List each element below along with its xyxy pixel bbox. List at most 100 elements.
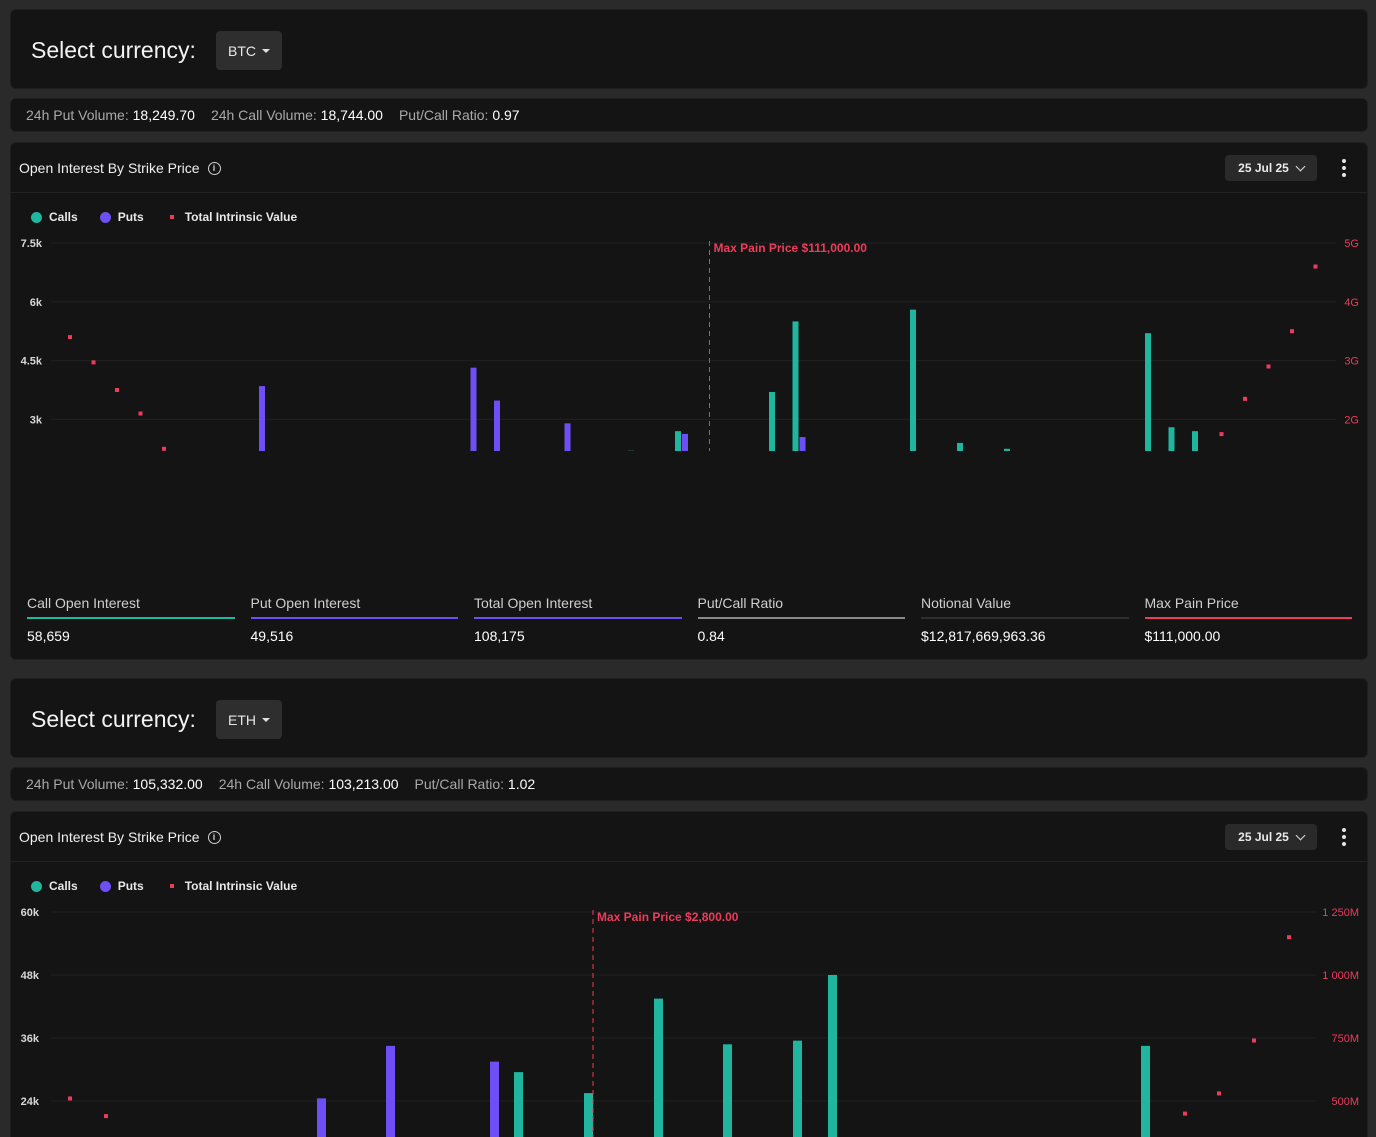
put-bar: [490, 1061, 499, 1137]
put-call-ratio-stat: Put/Call Ratio: 1.02: [414, 776, 536, 792]
intrinsic-point: [68, 335, 72, 340]
legend-intrinsic[interactable]: Total Intrinsic Value: [166, 879, 297, 893]
call-bar: [1141, 1045, 1150, 1137]
legend-puts[interactable]: Puts: [99, 210, 144, 224]
caret-down-icon: [262, 717, 270, 722]
chart-legend: Calls Puts Total Intrinsic Value: [31, 210, 297, 224]
currency-value: BTC: [228, 42, 256, 59]
put-volume-stat: 24h Put Volume: 105,332.00: [26, 776, 203, 792]
summary-label: Total Open Interest: [474, 595, 682, 619]
eth-oi-chart: 60k 48k 36k 24k 1 250M 1 000M 750M 500M Max Pain…: [21, 907, 1359, 1137]
y-tick-left: 4.5k: [21, 356, 43, 368]
put-bar: [470, 367, 477, 451]
call-volume-stat: 24h Call Volume: 103,213.00: [218, 776, 399, 792]
eth-stats-bar: 24h Put Volume: 105,332.00 24h Call Volu…: [10, 767, 1368, 801]
call-bar: [793, 1040, 802, 1137]
info-icon[interactable]: i: [207, 161, 221, 175]
btc-oi-chart: 01.5k3k4.5k6k7.5k01G2G3G4G5G300004000050…: [21, 238, 1359, 451]
expiry-date-value: 25 Jul 25: [1238, 830, 1289, 844]
intrinsic-point: [162, 446, 166, 451]
put-bar: [799, 437, 806, 451]
call-bar: [514, 1072, 523, 1137]
call-bar: [769, 391, 775, 451]
put-bar: [317, 1098, 326, 1137]
card-header: Open Interest By Strike Price i 25 Jul 2…: [11, 812, 1367, 862]
call-bar: [1168, 427, 1175, 451]
btc-stats-bar: 24h Put Volume: 18,249.70 24h Call Volum…: [10, 98, 1368, 132]
card-title: Open Interest By Strike Price: [19, 160, 200, 176]
summary-call-open-interest: Call Open Interest 58,659: [27, 595, 235, 644]
y-tick-left: 7.5k: [21, 238, 43, 250]
summary-stats: Call Open Interest 58,659 Put Open Interes…: [27, 595, 1352, 644]
select-currency-label: Select currency:: [31, 706, 196, 732]
card-header: Open Interest By Strike Price i 25 Jul 2…: [11, 143, 1367, 193]
eth-oi-card: Open Interest By Strike Price i 25 Jul 2…: [10, 811, 1368, 1137]
card-title: Open Interest By Strike Price: [19, 829, 200, 845]
btc-oi-card: Open Interest By Strike Price i 25 Jul 2…: [10, 142, 1368, 660]
legend-calls[interactable]: Calls: [31, 210, 78, 224]
put-call-ratio-stat: Put/Call Ratio: 0.97: [398, 107, 520, 123]
intrinsic-point: [1290, 329, 1294, 334]
intrinsic-point: [1252, 1038, 1256, 1043]
summary-label: Put Open Interest: [250, 595, 458, 619]
intrinsic-point: [1219, 432, 1224, 437]
intrinsic-point: [68, 1096, 72, 1101]
intrinsic-point: [1313, 264, 1318, 269]
call-bar: [1004, 448, 1010, 451]
legend-intrinsic[interactable]: Total Intrinsic Value: [166, 210, 297, 224]
y-tick-left: 60k: [21, 907, 40, 919]
summary-label: Put/Call Ratio: [697, 595, 905, 619]
summary-value: $111,000.00: [1144, 628, 1221, 644]
put-volume-stat: 24h Put Volume: 18,249.70: [26, 107, 195, 123]
expiry-date-dropdown[interactable]: 25 Jul 25: [1225, 155, 1317, 181]
y-tick-right: 3G: [1344, 356, 1359, 368]
legend-puts[interactable]: Puts: [99, 879, 144, 893]
summary-label: Notional Value: [921, 595, 1129, 619]
y-tick-right: 5G: [1344, 238, 1359, 250]
intrinsic-point: [115, 388, 119, 392]
intrinsic-point: [1183, 1111, 1187, 1116]
caret-down-icon: [262, 48, 270, 53]
y-tick-right: 750M: [1331, 1033, 1359, 1045]
intrinsic-point: [1243, 396, 1247, 401]
max-pain-label: Max Pain Price $2,800.00: [597, 910, 739, 924]
y-tick-left: 6k: [30, 297, 43, 309]
summary-label: Call Open Interest: [27, 595, 235, 619]
max-pain-label: Max Pain Price $111,000.00: [714, 241, 868, 255]
call-bar: [1145, 333, 1151, 451]
call-bar: [584, 1093, 593, 1137]
currency-value: ETH: [228, 711, 256, 728]
summary-put-call-ratio: Put/Call Ratio 0.84: [697, 595, 905, 644]
y-tick-right: 2G: [1344, 414, 1359, 426]
legend-calls[interactable]: Calls: [31, 879, 78, 893]
currency-dropdown[interactable]: ETH: [216, 700, 282, 739]
summary-value: 0.84: [697, 628, 725, 644]
info-icon[interactable]: i: [207, 830, 221, 844]
put-bar: [386, 1045, 395, 1137]
call-bar: [828, 975, 837, 1137]
expiry-date-value: 25 Jul 25: [1238, 161, 1289, 175]
y-tick-right: 500M: [1331, 1096, 1359, 1108]
call-bar: [1192, 431, 1198, 451]
call-bar: [792, 321, 799, 451]
expiry-date-dropdown[interactable]: 25 Jul 25: [1225, 824, 1317, 850]
call-bar: [910, 309, 916, 451]
y-tick-right: 1 000M: [1322, 970, 1359, 982]
put-bar: [564, 423, 571, 451]
intrinsic-point: [1217, 1091, 1221, 1096]
select-currency-label: Select currency:: [31, 37, 196, 63]
summary-value: 49,516: [250, 628, 294, 644]
summary-notional-value: Notional Value $12,817,669,963.36: [921, 595, 1129, 644]
currency-dropdown[interactable]: BTC: [216, 31, 282, 70]
call-bar: [723, 1044, 732, 1137]
intrinsic-point: [138, 411, 143, 416]
intrinsic-point: [1266, 364, 1271, 369]
more-options-icon[interactable]: [1341, 159, 1347, 177]
y-tick-left: 36k: [21, 1033, 40, 1045]
put-bar: [259, 386, 265, 451]
more-options-icon[interactable]: [1341, 828, 1347, 846]
intrinsic-point: [1287, 935, 1291, 940]
call-bar: [654, 998, 663, 1137]
summary-value: 58,659: [27, 628, 70, 644]
summary-value: 108,175: [474, 628, 525, 644]
